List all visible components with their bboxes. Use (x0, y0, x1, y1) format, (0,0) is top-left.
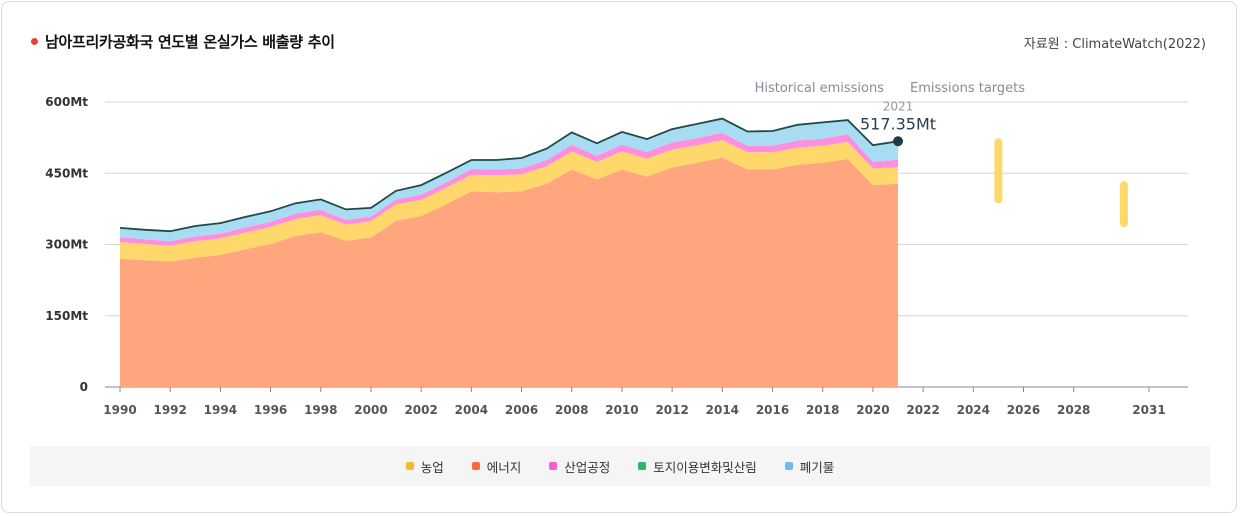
x-tick-label: 2004 (455, 403, 488, 417)
chart-title: 남아프리카공화국 연도별 온실가스 배출량 추이 (45, 33, 335, 51)
x-tick-label: 2028 (1057, 403, 1090, 417)
title-marker (31, 38, 38, 45)
historical-emissions-label: Historical emissions (755, 81, 885, 96)
x-tick-label: 1992 (153, 403, 186, 417)
x-tick-label: 2000 (354, 403, 387, 417)
source-label: 자료원 : ClimateWatch(2022) (1023, 37, 1206, 52)
y-tick-label: 150Mt (45, 309, 88, 323)
x-tick-label: 2018 (806, 403, 839, 417)
area-industrial (120, 132, 898, 246)
legend-label: 에너지 (486, 459, 522, 475)
legend-label: 산업공정 (564, 459, 611, 475)
x-tick-label: 2002 (404, 403, 437, 417)
x-tick-label: 1996 (254, 403, 287, 417)
last-year-label: 2021 (883, 99, 914, 113)
x-tick-label: 2006 (505, 403, 538, 417)
legend-swatch (471, 462, 480, 470)
x-tick-label: 2014 (706, 403, 739, 417)
last-point-marker (893, 136, 904, 147)
x-tick-label: 2024 (957, 403, 990, 417)
legend-item-agriculture[interactable]: 농업 (405, 457, 444, 476)
x-tick-label: 2012 (655, 403, 688, 417)
x-tick-label: 1998 (304, 403, 337, 417)
legend-swatch (638, 462, 647, 470)
x-tick-label: 1990 (103, 403, 136, 417)
legend-label: 토지이용변화및산림 (653, 459, 757, 475)
y-tick-label: 300Mt (45, 238, 88, 252)
x-tick-label: 2010 (605, 403, 638, 417)
x-tick-label: 2020 (856, 403, 889, 417)
x-tick-label: 1994 (204, 403, 237, 417)
legend-item-energy[interactable]: 에너지 (471, 457, 522, 476)
total-emissions-line (119, 117, 899, 233)
y-tick-label: 600Mt (45, 95, 88, 109)
y-tick-label: 0 (80, 380, 88, 394)
area-waste (120, 118, 898, 242)
legend-swatch (549, 462, 558, 470)
legend-swatch (405, 462, 414, 470)
legend-swatch (784, 462, 793, 470)
x-tick-label: 2022 (906, 403, 939, 417)
x-tick-label: 2026 (1007, 403, 1040, 417)
legend: 농업 에너지 산업공정 토지이용변화및산림 폐기물 (30, 446, 1210, 486)
emissions-targets-label: Emissions targets (910, 81, 1025, 96)
x-tick-label: 2008 (555, 403, 588, 417)
legend-label: 폐기물 (799, 459, 835, 475)
x-tick-label: 2016 (756, 403, 789, 417)
legend-item-waste[interactable]: 폐기물 (784, 457, 835, 476)
area-agriculture (120, 140, 898, 262)
area-energy (120, 157, 898, 387)
legend-label: 농업 (420, 459, 444, 475)
legend-item-landuse[interactable]: 토지이용변화및산림 (638, 457, 757, 476)
legend-item-industrial[interactable]: 산업공정 (549, 457, 610, 476)
last-value-label: 517.35Mt (860, 114, 936, 133)
y-tick-label: 450Mt (45, 166, 88, 180)
x-tick-label: 2031 (1132, 403, 1165, 417)
